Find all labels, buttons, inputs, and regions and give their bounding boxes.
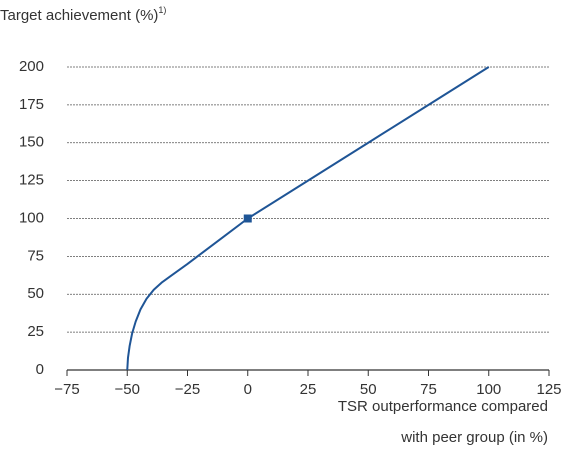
x-tick-label: 50: [360, 381, 377, 398]
highlight-marker: [243, 214, 252, 223]
y-tick-label: 75: [27, 247, 44, 264]
x-tick-label: 0: [244, 381, 252, 398]
x-tick-label: −50: [115, 381, 140, 398]
y-axis-label: Target achievement (%)1): [0, 5, 166, 24]
x-tick-label: 100: [476, 381, 501, 398]
x-tick-label: 75: [420, 381, 437, 398]
x-tick-label: 25: [300, 381, 317, 398]
y-tick-label: 50: [27, 285, 44, 302]
y-tick-label: 0: [36, 361, 44, 378]
x-tick-label: −75: [54, 381, 79, 398]
y-tick-label: 125: [19, 172, 44, 189]
y-tick-label: 25: [27, 323, 44, 340]
x-axis-label: TSR outperformance compared: [338, 398, 548, 415]
y-tick-label: 175: [19, 96, 44, 113]
y-tick-label: 200: [19, 58, 44, 75]
line: [126, 66, 490, 371]
x-axis-label: with peer group (in %): [400, 429, 548, 446]
y-tick-label: 150: [19, 134, 44, 151]
y-tick-label: 100: [19, 209, 44, 226]
x-tick-label: −25: [175, 381, 200, 398]
x-tick-label: 125: [536, 381, 561, 398]
